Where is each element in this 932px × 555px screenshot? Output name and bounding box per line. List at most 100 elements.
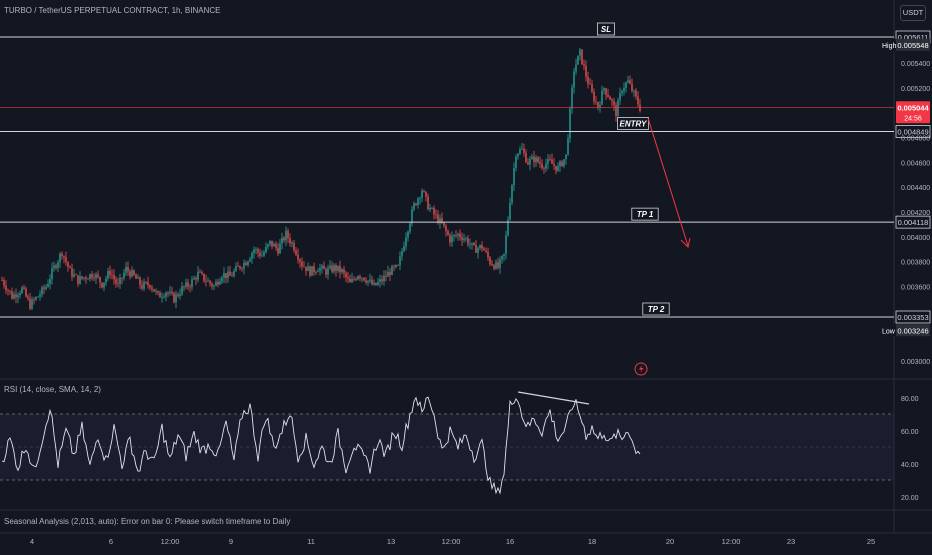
time-tick-label: 23 <box>787 537 795 546</box>
candle-body <box>189 286 191 288</box>
price-tick-label: 0.004600 <box>901 160 930 167</box>
candle-body <box>27 296 29 299</box>
candle-body <box>43 287 45 289</box>
candle-body <box>471 242 473 245</box>
candle-body <box>85 277 87 279</box>
candle-body <box>385 275 387 277</box>
price-pane[interactable] <box>0 0 894 378</box>
candle-body <box>213 285 215 287</box>
candle-body <box>557 166 559 171</box>
lightning-icon[interactable] <box>634 362 648 376</box>
candle-body <box>455 235 457 236</box>
candle-body <box>87 278 89 280</box>
candle-body <box>375 282 377 285</box>
price-tick-label: 0.003000 <box>901 359 930 366</box>
candle-body <box>129 271 131 277</box>
candle-body <box>539 162 541 164</box>
candle-body <box>507 219 509 236</box>
time-axis[interactable]: 4 6 12:00 9 11 13 12:00 16 18 20 12:00 23 25 <box>30 537 875 546</box>
candle-body <box>229 271 231 276</box>
candle-body <box>231 275 233 277</box>
candle-body <box>609 96 611 100</box>
candle-body <box>587 76 589 84</box>
candle-body <box>13 294 15 299</box>
rsi-series[interactable] <box>1 396 641 495</box>
candle-body <box>437 214 439 223</box>
high-label: High <box>882 43 897 50</box>
candle-body <box>423 190 425 192</box>
candle-body <box>581 49 583 65</box>
candle-body <box>177 294 179 296</box>
candle-body <box>497 262 499 268</box>
candle-body <box>353 278 355 280</box>
candle-body <box>255 249 257 251</box>
level-price-box <box>895 310 931 324</box>
candle-body <box>469 244 471 246</box>
price-axis[interactable]: 0.005400 0.005200 0.004800 0.004600 0.004400… <box>880 38 930 366</box>
candle-body <box>487 251 489 258</box>
candle-body <box>99 277 101 283</box>
candle-body <box>537 157 539 163</box>
rsi-line[interactable] <box>1 396 641 495</box>
candle-body <box>621 91 623 94</box>
low-value-box <box>896 324 930 337</box>
candle-body <box>325 269 327 275</box>
candle-body <box>265 246 267 253</box>
candle-body <box>547 159 549 164</box>
candle-body <box>447 231 449 235</box>
candle-body <box>531 156 533 160</box>
candle-body <box>615 105 617 117</box>
candle-body <box>637 96 639 105</box>
candle-body <box>491 263 493 266</box>
candle-body <box>433 207 435 215</box>
candle-body <box>197 271 199 280</box>
candle-body <box>513 168 515 186</box>
candle-body <box>243 262 245 269</box>
candle-body <box>481 245 483 249</box>
candle-body <box>301 261 303 267</box>
candle-body <box>303 266 305 268</box>
candle-body <box>245 262 247 266</box>
level-price-label: 0.005611 <box>898 33 929 42</box>
time-tick-label: 18 <box>588 537 596 546</box>
candle-body <box>215 281 217 286</box>
candle-body <box>475 245 477 253</box>
candle-body <box>205 280 207 282</box>
candle-body <box>19 293 21 296</box>
candle-body <box>241 268 243 270</box>
candle-series[interactable] <box>1 47 641 311</box>
candle-body <box>25 288 27 297</box>
candle-body <box>137 277 139 279</box>
low-label: Low <box>882 328 896 335</box>
time-tick-label: 6 <box>109 537 113 546</box>
candle-body <box>603 88 605 91</box>
currency-button[interactable]: USDT <box>900 5 926 21</box>
candle-body <box>39 294 41 297</box>
candle-body <box>425 191 427 197</box>
rsi-axis: 80.00 60.00 40.00 20.00 <box>901 396 919 502</box>
candle-body <box>55 265 57 268</box>
candle-body <box>595 101 597 103</box>
candle-body <box>397 265 399 266</box>
candle-body <box>147 282 149 286</box>
candle-body <box>97 274 99 278</box>
candle-body <box>451 236 453 243</box>
candle-body <box>571 87 573 109</box>
candle-body <box>553 163 555 166</box>
candle-body <box>279 243 281 254</box>
level-name-label: ENTRY <box>620 119 648 128</box>
candle-body <box>247 261 249 266</box>
time-tick-label: 12:00 <box>442 537 461 546</box>
candle-body <box>291 242 293 244</box>
candle-body <box>483 248 485 251</box>
candle-body <box>427 196 429 210</box>
high-value: 0.005548 <box>897 41 928 50</box>
level-name-label: TP 2 <box>648 305 665 314</box>
candle-body <box>273 244 275 247</box>
trade-levels[interactable]: 0.005611 SL 0.004849 ENTRY 0.004118 TP 1 0.003… <box>0 22 931 324</box>
price-tick-label: 0.004200 <box>901 210 930 217</box>
candle-body <box>193 277 195 280</box>
candle-body <box>257 249 259 253</box>
candle-body <box>351 278 353 283</box>
